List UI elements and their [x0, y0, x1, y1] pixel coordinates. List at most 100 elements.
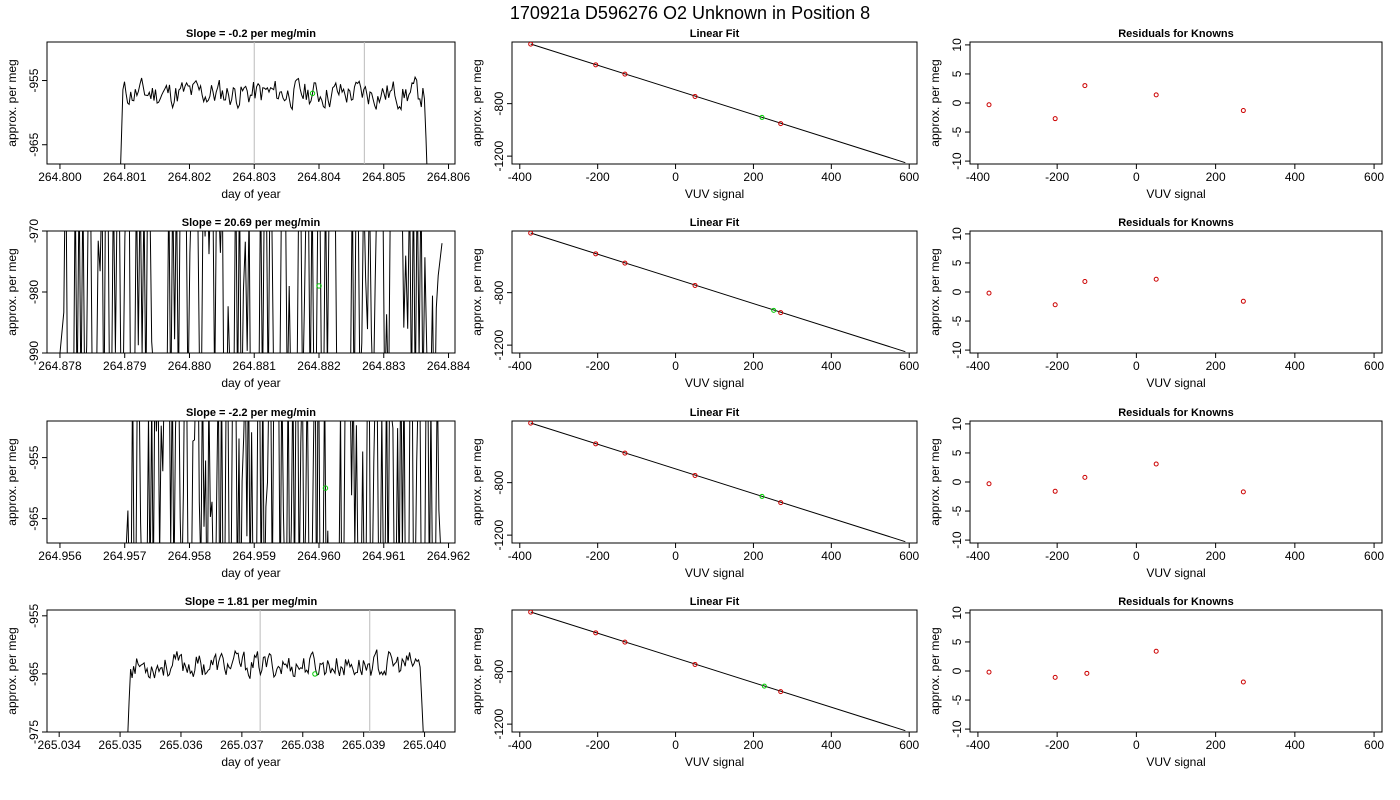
x-tick-label: 264.960	[297, 549, 341, 563]
x-tick-label: 200	[743, 738, 763, 752]
plot-area	[986, 461, 1246, 495]
x-tick-label: 265.035	[98, 738, 142, 752]
residual-point	[1153, 276, 1159, 282]
plot-frame	[511, 420, 918, 544]
x-tick-label: 264.957	[103, 549, 147, 563]
x-axis-label: VUV signal	[1146, 376, 1205, 390]
panel-0-0: Slope = -0.2 per meg/min 264.800 264.801 26…	[5, 28, 471, 201]
y-tick-label: -1200	[492, 329, 506, 360]
residual-point	[1082, 279, 1088, 285]
panel-title: Residuals for Knowns	[1118, 407, 1234, 419]
residual-point	[1052, 488, 1058, 494]
y-tick-label: -955	[27, 445, 41, 469]
y-tick-label: 5	[950, 259, 964, 266]
y-tick-label: 0	[950, 288, 964, 295]
plot-area	[528, 231, 906, 353]
known-point	[692, 282, 698, 288]
x-tick-label: 0	[672, 549, 679, 563]
y-axis-label: approx. per meg	[5, 438, 19, 525]
plot-frame	[511, 230, 918, 354]
x-tick-label: 264.801	[103, 170, 147, 184]
plot-frame	[511, 41, 918, 165]
y-tick-label: -975	[27, 720, 41, 744]
y-tick-label: -800	[492, 91, 506, 115]
known-point	[778, 121, 784, 127]
x-tick-label: -200	[1045, 170, 1069, 184]
residual-point	[1084, 670, 1090, 676]
x-tick-label: 264.956	[38, 549, 82, 563]
y-tick-label: -1200	[492, 519, 506, 550]
y-tick-label: 5	[950, 449, 964, 456]
fit-line	[530, 43, 906, 164]
residual-point	[986, 102, 992, 108]
residual-point	[986, 669, 992, 675]
x-tick-label: 200	[1206, 549, 1226, 563]
y-tick-label: -1200	[492, 140, 506, 171]
residual-point	[1240, 679, 1246, 685]
x-tick-label: 264.880	[168, 359, 212, 373]
y-axis-label: approx. per meg	[5, 627, 19, 714]
known-point	[692, 93, 698, 99]
panel-0-2: Residuals for Knowns -400 -200 0 200 400 600 -1…	[928, 28, 1384, 201]
known-point	[528, 421, 534, 426]
x-tick-label: -200	[586, 738, 610, 752]
plot-frame	[46, 41, 456, 165]
known-point	[622, 639, 628, 645]
known-point	[593, 62, 599, 68]
y-tick-label: -10	[950, 720, 964, 738]
known-point	[593, 251, 599, 257]
x-tick-label: 600	[1364, 738, 1384, 752]
residual-point	[1153, 92, 1159, 98]
y-tick-label: -800	[492, 470, 506, 494]
fit-line	[530, 422, 906, 543]
residual-point	[1153, 648, 1159, 654]
panel-title: Slope = -2.2 per meg/min	[186, 407, 316, 419]
panel-title: Linear Fit	[690, 596, 740, 608]
y-tick-label: 0	[950, 478, 964, 485]
y-axis-label: approx. per meg	[470, 59, 484, 146]
y-tick-label: -5	[950, 505, 964, 516]
y-tick-label: -990	[27, 341, 41, 365]
panel-2-2: Residuals for Knowns -400 -200 0 200 400 600 -1…	[928, 407, 1384, 580]
x-tick-label: 600	[899, 359, 919, 373]
x-tick-label: 600	[899, 549, 919, 563]
residual-point	[1153, 461, 1159, 467]
x-tick-label: 0	[1133, 170, 1140, 184]
x-axis-label: day of year	[221, 566, 280, 580]
residual-point	[1082, 83, 1088, 89]
plot-frame	[969, 41, 1383, 165]
x-tick-label: 600	[899, 738, 919, 752]
panel-title: Slope = 20.69 per meg/min	[182, 217, 321, 229]
known-point	[622, 260, 628, 266]
x-tick-label: 264.806	[427, 170, 471, 184]
panel-2-0: Slope = -2.2 per meg/min 264.956 264.957 26…	[5, 407, 471, 580]
x-tick-label: 200	[743, 549, 763, 563]
y-tick-label: -965	[27, 132, 41, 156]
y-tick-label: -800	[492, 659, 506, 683]
x-tick-label: -400	[508, 738, 532, 752]
x-tick-label: 264.959	[233, 549, 277, 563]
data-trace	[59, 231, 443, 353]
plot-area	[528, 610, 906, 732]
x-tick-label: 0	[1133, 738, 1140, 752]
plot-frame	[969, 420, 1383, 544]
y-axis-label: approx. per meg	[928, 627, 942, 714]
x-tick-label: -200	[586, 549, 610, 563]
unknown-point	[316, 283, 322, 289]
x-tick-label: 265.034	[37, 738, 81, 752]
x-tick-label: 264.802	[168, 170, 212, 184]
x-axis-label: VUV signal	[685, 376, 744, 390]
x-tick-label: -200	[586, 170, 610, 184]
unknown-point	[759, 493, 765, 499]
x-tick-label: 200	[1206, 359, 1226, 373]
x-axis-label: day of year	[221, 187, 280, 201]
x-tick-label: -200	[1045, 738, 1069, 752]
panel-title: Residuals for Knowns	[1118, 217, 1234, 229]
data-trace	[120, 75, 428, 164]
y-axis-label: approx. per meg	[5, 248, 19, 335]
x-tick-label: 264.882	[297, 359, 341, 373]
known-point	[778, 689, 784, 695]
panel-title: Residuals for Knowns	[1118, 596, 1234, 608]
plot-frame	[511, 609, 918, 733]
known-point	[692, 472, 698, 478]
